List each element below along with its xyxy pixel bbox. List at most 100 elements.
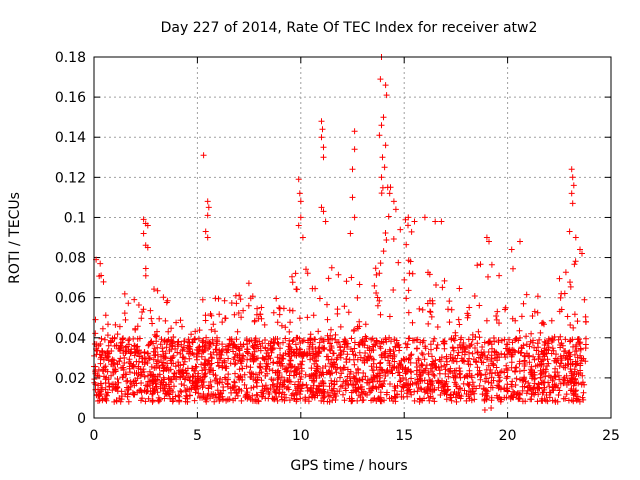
data-point [496, 354, 503, 361]
data-point [396, 344, 403, 351]
data-point [309, 341, 316, 348]
data-point [108, 348, 115, 354]
data-point [351, 375, 358, 381]
data-point [424, 387, 431, 394]
data-point [140, 216, 147, 223]
data-point [173, 319, 180, 326]
x-axis-label: GPS time / hours [290, 458, 407, 474]
data-point [425, 371, 432, 378]
data-point [378, 338, 385, 345]
data-point [234, 328, 241, 335]
data-point [487, 366, 494, 373]
data-point [249, 392, 256, 399]
data-point [562, 354, 569, 361]
data-point [286, 353, 293, 360]
data-point [507, 394, 514, 400]
data-point [226, 342, 233, 349]
data-point [256, 370, 263, 376]
data-point [143, 388, 150, 395]
data-point [304, 314, 311, 321]
data-point [570, 398, 577, 405]
data-point [362, 373, 369, 380]
data-point [320, 386, 327, 393]
data-point [418, 362, 425, 369]
data-point [262, 345, 269, 352]
data-point [313, 367, 320, 374]
data-point [404, 393, 411, 400]
data-point [356, 341, 363, 348]
data-point [363, 335, 370, 342]
data-point [397, 363, 404, 370]
y-tick-label: 0.12 [55, 170, 86, 186]
data-point [571, 351, 578, 358]
data-point [217, 389, 224, 396]
data-point [354, 294, 361, 301]
data-point [199, 382, 206, 389]
data-point [216, 311, 223, 318]
data-point [271, 395, 278, 402]
data-point [508, 381, 515, 388]
data-point [531, 308, 538, 315]
data-point [302, 371, 309, 378]
data-point [134, 375, 141, 382]
data-point [257, 311, 264, 318]
data-point [203, 334, 210, 341]
data-point [204, 212, 211, 219]
data-point [354, 365, 361, 372]
data-point [403, 295, 410, 302]
data-point [174, 349, 181, 356]
data-point [501, 336, 508, 343]
data-point [236, 351, 243, 358]
data-point [376, 132, 383, 139]
data-point [441, 382, 448, 389]
data-point [273, 387, 280, 394]
data-point [399, 383, 406, 390]
data-point [485, 379, 492, 386]
data-point [253, 311, 260, 318]
data-point [216, 397, 223, 404]
data-point [369, 384, 376, 391]
data-point [155, 363, 161, 369]
data-point [458, 393, 465, 400]
data-point [96, 273, 103, 280]
data-point [202, 362, 209, 369]
data-point [211, 398, 218, 405]
data-point [321, 346, 328, 353]
data-point [322, 218, 329, 225]
data-point [286, 397, 293, 404]
data-point [107, 337, 114, 344]
data-point [191, 336, 198, 343]
data-point [198, 353, 205, 360]
data-point [439, 284, 446, 291]
data-point [137, 387, 144, 393]
data-point [459, 358, 466, 364]
data-point [452, 373, 459, 380]
data-point [531, 356, 538, 363]
data-point [555, 336, 562, 343]
data-point [330, 350, 336, 357]
data-point [104, 332, 111, 339]
data-point [308, 372, 315, 379]
data-point [481, 407, 488, 413]
data-point [350, 351, 357, 358]
data-point [397, 377, 404, 384]
data-point [120, 366, 127, 373]
data-point [214, 387, 221, 394]
y-tick-label: 0.14 [55, 130, 86, 146]
data-point [318, 134, 325, 141]
data-point [495, 337, 502, 344]
data-point [413, 360, 420, 366]
data-point [370, 372, 377, 379]
data-point [276, 311, 283, 318]
data-point [161, 395, 168, 402]
data-point [307, 331, 314, 338]
data-point [168, 325, 175, 332]
data-point [375, 384, 382, 391]
data-point [100, 366, 107, 373]
data-point [274, 383, 281, 390]
data-point [219, 393, 226, 400]
data-point [214, 334, 220, 341]
data-point [395, 259, 402, 266]
data-point [493, 316, 500, 323]
